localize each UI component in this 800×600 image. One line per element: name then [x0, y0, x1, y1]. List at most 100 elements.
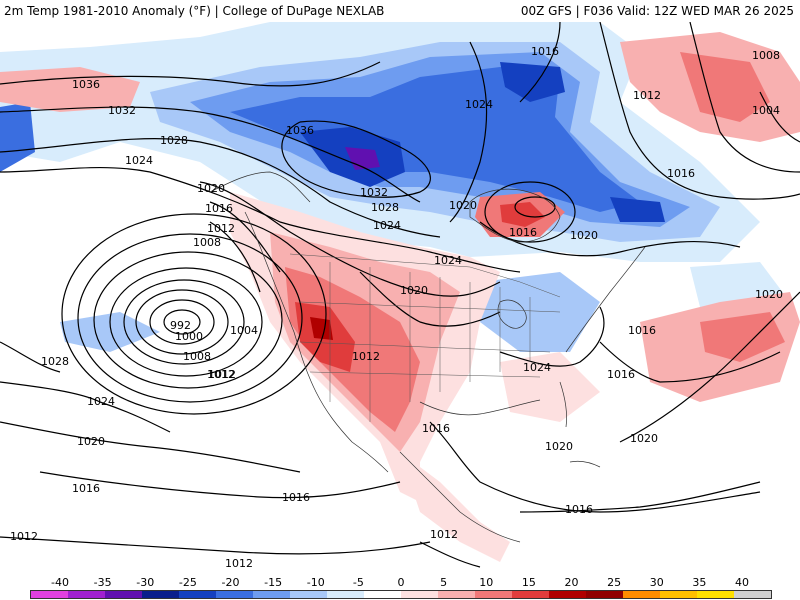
isobar-label: 1020: [570, 229, 598, 242]
isobar-label: 1012: [207, 368, 235, 381]
isobar-label: 1016: [509, 226, 537, 239]
isobar-label: 992: [170, 319, 191, 332]
warm-atlantic-core: [700, 312, 785, 362]
isobar-labels: 1036 1032 1028 1024 1020 1016 1012 1008 …: [10, 45, 783, 570]
isobar-label: 1012: [352, 350, 380, 363]
isobar-label: 1016: [607, 368, 635, 381]
isobar-1024-southeast: [499, 306, 605, 367]
coastlines: [209, 171, 646, 543]
low-pressure-ring-5: [109, 267, 263, 377]
isobar-label: 1020: [197, 182, 225, 195]
isobar-label: 1028: [371, 201, 399, 214]
isobar-label: 1004: [230, 324, 258, 337]
isobar-1020-east: [479, 221, 741, 257]
isobar-label: 1020: [630, 432, 658, 445]
state-lines-horizontal: [299, 301, 561, 378]
isobar-label: 1020: [755, 288, 783, 301]
alaska-coastline: [209, 171, 311, 203]
isobar-label: 1020: [77, 435, 105, 448]
hudson-high-ring-1: [514, 196, 556, 218]
cold-pacific-patch: [60, 312, 160, 352]
isobar-label: 1020: [449, 199, 477, 212]
colorbar-tick-label: 15: [521, 576, 536, 589]
isobar-label: 1024: [523, 361, 551, 374]
warm-alaska: [0, 67, 140, 112]
temperature-anomaly-map: 1036 1032 1028 1024 1020 1016 1012 1008 …: [0, 22, 800, 575]
warm-anomaly-shading: [0, 32, 800, 562]
isobar-label: 1032: [108, 104, 136, 117]
isobar-1012-mexico: [419, 541, 481, 568]
isobar-1012-south: [0, 536, 431, 555]
low-pressure-ring-4: [123, 279, 245, 365]
isobar-label: 1024: [125, 154, 153, 167]
isobar-label: 1024: [434, 254, 462, 267]
warm-west-extreme: [310, 317, 333, 340]
colorbar-tick-label: -10: [306, 576, 325, 589]
low-pressure-ring-2: [149, 299, 215, 345]
state-boundaries: [289, 253, 561, 422]
isobar-label: 1024: [465, 98, 493, 111]
isobar-label: 1012: [10, 530, 38, 543]
low-pressure-ring-7: [77, 233, 303, 403]
isobar-label: 1016: [531, 45, 559, 58]
isobar-1012-east: [599, 22, 800, 200]
colorbar-tick-label: 20: [564, 576, 579, 589]
isobar-label: 1012: [430, 528, 458, 541]
us-canada-border: [289, 253, 561, 298]
isobar-label: 1016: [667, 167, 695, 180]
great-lakes: [497, 299, 527, 329]
isobar-label: 1004: [752, 104, 780, 117]
isobar-1016-atlantic: [599, 341, 781, 383]
isobar-label: 1036: [286, 124, 314, 137]
isobar-label: 1016: [422, 422, 450, 435]
colorbar-tick-label: 35: [692, 576, 707, 589]
isobar-1024-pacific: [0, 381, 171, 433]
isobar-1020-pacific: [0, 421, 301, 473]
isobar-1004-east: [759, 91, 800, 143]
isobar-label: 1016: [72, 482, 100, 495]
cold-region-deep: [230, 67, 640, 212]
hudson-high-ring-2: [484, 181, 576, 243]
low-pressure-ring-1: [163, 309, 201, 335]
hudson-bay-coastline: [469, 188, 561, 243]
isobar-label: 1016: [628, 324, 656, 337]
isobar-label: 1012: [207, 222, 235, 235]
east-coast-coastline: [565, 246, 646, 353]
colorbar-tick-label: -25: [178, 576, 197, 589]
isobar-1020: [199, 181, 501, 297]
isobar-1036: [0, 61, 381, 87]
isobar-1028-pacific: [0, 341, 61, 373]
isobar-label: 1024: [373, 219, 401, 232]
isobar-label: 1008: [183, 350, 211, 363]
isobar-label: 1020: [400, 284, 428, 297]
isobar-1016-pacific: [39, 471, 401, 499]
low-pressure-ring-8: [61, 213, 327, 415]
colorbar-tick-label: -40: [51, 576, 69, 589]
colorbar-tick-label: 5: [440, 576, 448, 589]
isobar-label: 1016: [565, 503, 593, 516]
isobar-label: 1024: [87, 395, 115, 408]
isobar-1016: [209, 201, 281, 273]
isobar-1036-north: [281, 120, 431, 198]
isobar-label: 1028: [41, 355, 69, 368]
florida-coastline: [559, 381, 567, 428]
isobar-label: 1016: [282, 491, 310, 504]
low-pressure-ring-6: [93, 251, 283, 389]
isobar-1012: [209, 221, 261, 293]
isobar-1016-south: [429, 421, 761, 513]
mexico-coastline: [399, 451, 521, 543]
isobar-1016-north: [519, 22, 561, 103]
isobar-1028: [0, 138, 441, 238]
isobar-label: 1016: [205, 202, 233, 215]
model-valid-time: 00Z GFS | F036 Valid: 12Z WED MAR 26 202…: [520, 4, 794, 18]
isobar-1032: [0, 106, 421, 203]
isobar-label: 1008: [193, 236, 221, 249]
isobar-label: 1032: [360, 186, 388, 199]
colorbar-tick-label: -20: [221, 576, 240, 589]
colorbar-tick-label: -30: [136, 576, 155, 589]
state-lines-vertical: [329, 262, 531, 422]
isobar-1008-east: [689, 22, 800, 173]
colorbar-legend: -40 -35 -30 -25 -20 -15 -10 -5 0 5 10 15 20 25 30 35 40: [0, 575, 800, 600]
colorbar-tick-label: 40: [735, 576, 749, 589]
